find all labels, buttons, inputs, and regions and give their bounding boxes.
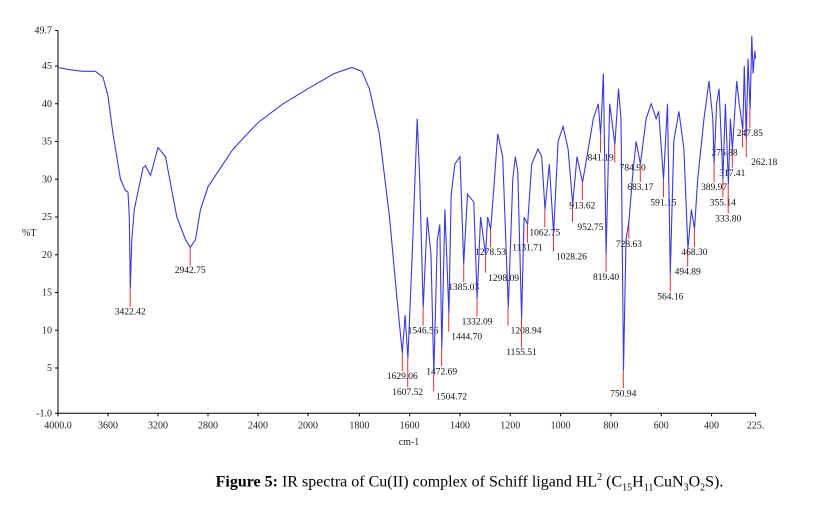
- figure-caption: Figure 5: IR spectra of Cu(II) complex o…: [0, 472, 829, 494]
- peak-label: 3422.42: [115, 308, 146, 318]
- x-tick-label: 1800: [349, 420, 369, 431]
- x-tick-label: 3200: [148, 420, 168, 431]
- x-tick-label: 1600: [400, 420, 420, 431]
- y-tick-label: 20: [42, 250, 52, 261]
- caption-lead: Figure 5:: [215, 473, 278, 491]
- y-tick-label: 49.7: [35, 26, 53, 37]
- peak-label: 1472.69: [426, 367, 457, 377]
- formula-sub: 15: [622, 482, 633, 494]
- formula-sub: 11: [643, 482, 654, 494]
- peak-label: 247.85: [737, 129, 763, 139]
- x-tick-label: 2400: [248, 420, 268, 431]
- peak-label: 1444.70: [451, 333, 482, 343]
- x-tick-label: 4000.0: [44, 420, 72, 431]
- y-tick-label: 10: [42, 325, 52, 336]
- peak-label: 494.89: [675, 268, 701, 278]
- peak-label: 952.75: [577, 223, 603, 233]
- x-tick-label: 2800: [198, 420, 218, 431]
- y-tick-label: 5: [47, 363, 52, 374]
- y-tick-label: 15: [42, 288, 52, 299]
- spectrum-line: [57, 35, 757, 374]
- peak-label: 317.41: [719, 169, 745, 179]
- peak-label: 1298.09: [488, 274, 519, 284]
- peak-label: 1062.75: [529, 228, 560, 238]
- y-tick-label: -1.0: [36, 408, 52, 419]
- formula-part: (C: [602, 473, 623, 491]
- peak-label: 728.63: [616, 240, 642, 250]
- peak-label: 333.80: [715, 215, 741, 225]
- y-tick-label: 35: [42, 137, 52, 148]
- caption-text: IR spectra of Cu(II) complex of Schiff l…: [277, 473, 598, 491]
- peak-label: 1332.09: [462, 318, 493, 328]
- peak-label: 355.14: [710, 198, 736, 208]
- y-tick-label: 40: [42, 99, 52, 110]
- x-tick-label: 1200: [500, 420, 520, 431]
- peak-label: 683.17: [627, 183, 653, 193]
- caption-sup: 2: [597, 472, 603, 483]
- x-tick-label: 1400: [450, 420, 470, 431]
- peak-label: 841.19: [587, 154, 613, 164]
- y-tick-label: 45: [42, 61, 52, 72]
- y-tick-label: 25: [42, 212, 52, 223]
- x-axis-label: cm-1: [399, 437, 420, 448]
- peak-labels: 3422.42 2942.75 1629.06 1607.52 1546.56 1504.…: [115, 109, 778, 402]
- peak-label: 913.62: [569, 201, 595, 211]
- peak-label: 1278.53: [475, 248, 506, 258]
- peak-label: 1028.26: [556, 253, 587, 263]
- y-tick-label: 30: [42, 174, 52, 185]
- peak-label: 276.88: [711, 148, 737, 158]
- peak-label: 1131.71: [512, 244, 543, 254]
- peak-label: 1607.52: [392, 388, 423, 398]
- peak-label: 1385.03: [448, 283, 479, 293]
- x-tick-label: 2000: [298, 420, 318, 431]
- peak-label: 468.30: [681, 248, 707, 258]
- x-tick-label: 400: [704, 420, 719, 431]
- peak-label: 389.97: [701, 183, 727, 193]
- peak-label: 1504.72: [436, 392, 467, 402]
- x-tick-label: 225.: [747, 420, 765, 431]
- peak-label: 1155.51: [506, 348, 537, 358]
- peak-label: 750.94: [610, 389, 636, 399]
- x-tick-label: 1000: [551, 420, 571, 431]
- formula-sub: 2: [700, 482, 706, 494]
- peak-label: 564.16: [657, 293, 683, 303]
- peak-label: 591.15: [650, 198, 676, 208]
- peak-label: 819.40: [593, 273, 619, 283]
- x-tick-label: 800: [603, 420, 618, 431]
- formula-sub: 3: [683, 482, 689, 494]
- formula-part: S).: [705, 473, 724, 491]
- formula-part: CuN: [653, 473, 684, 491]
- peak-label: 1546.56: [408, 327, 439, 337]
- y-axis-label: %T: [22, 228, 36, 239]
- formula-part: H: [632, 473, 644, 491]
- peak-label: 1208.94: [511, 327, 542, 337]
- x-tick-label: 3600: [98, 420, 118, 431]
- x-tick-label: 600: [654, 420, 669, 431]
- peak-label: 262.18: [751, 158, 777, 168]
- formula-part: O: [688, 473, 701, 491]
- peak-label: 1629.06: [387, 372, 418, 382]
- peak-label: 2942.75: [175, 266, 206, 276]
